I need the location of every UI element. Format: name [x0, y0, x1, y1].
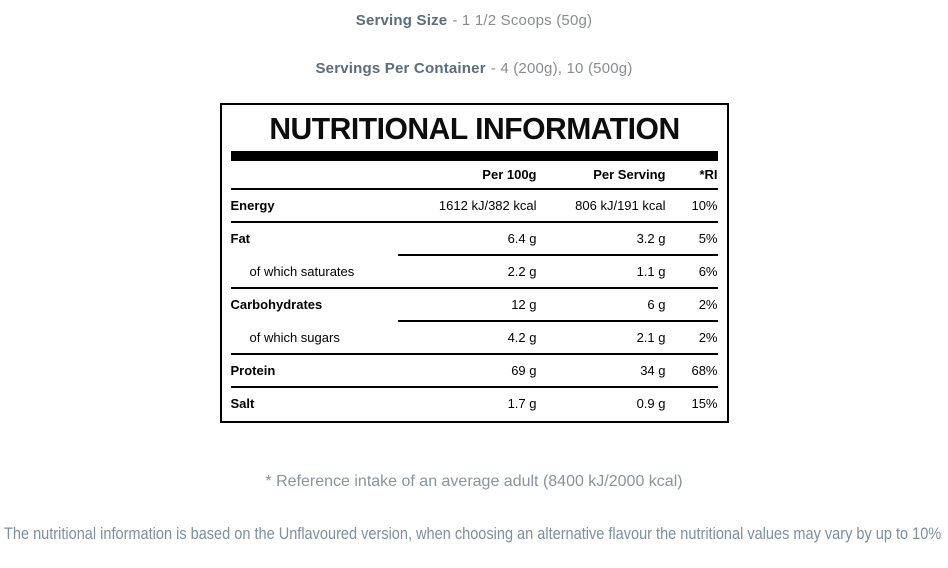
table-row-energy: Energy 1612 kJ/382 kcal 806 kJ/191 kcal … — [231, 190, 718, 221]
value-per-serving: 6 g — [647, 297, 666, 312]
value-ri: 15% — [691, 396, 718, 411]
row-divider-full — [230, 221, 718, 223]
value-ri: 68% — [691, 363, 718, 378]
table-row-salt: Salt 1.7 g 0.9 g 15% — [231, 388, 718, 419]
page: Serving Size - 1 1/2 Scoops (50g) Serving… — [0, 0, 948, 543]
row-label: Carbohydrates — [230, 297, 323, 312]
nutrition-table: Per 100g Per Serving *RI Energy 1612 kJ/… — [230, 161, 718, 419]
value-per-serving: 0.9 g — [636, 396, 666, 411]
row-divider-full — [230, 386, 718, 388]
row-divider-full — [230, 287, 718, 289]
table-row-protein: Protein 69 g 34 g 68% — [231, 355, 718, 386]
row-label: Fat — [230, 231, 251, 246]
title-underline-bar — [230, 151, 718, 161]
value-per-100g: 12 g — [511, 297, 537, 312]
table-row-carbohydrates: Carbohydrates 12 g 6 g 2% — [231, 289, 718, 320]
row-divider-full — [230, 353, 718, 355]
value-ri: 2% — [698, 297, 718, 312]
nutrition-panel: NUTRITIONAL INFORMATION Per 100g Per Ser… — [219, 103, 729, 423]
value-per-100g: 1.7 g — [507, 396, 537, 411]
table-header-row: Per 100g Per Serving *RI — [231, 161, 718, 188]
value-per-serving: 3.2 g — [636, 231, 666, 246]
value-per-serving: 806 kJ/191 kcal — [575, 198, 666, 213]
value-per-serving: 2.1 g — [636, 330, 666, 345]
value-ri: 6% — [698, 264, 718, 279]
value-per-100g: 6.4 g — [507, 231, 537, 246]
row-divider-partial — [397, 254, 718, 256]
value-ri: 2% — [698, 330, 718, 345]
row-label: Energy — [230, 198, 275, 213]
row-label: of which saturates — [249, 264, 355, 279]
col-header-ri: *RI — [699, 167, 718, 182]
value-per-100g: 4.2 g — [507, 330, 537, 345]
value-ri: 5% — [698, 231, 718, 246]
row-label: of which sugars — [249, 330, 340, 345]
flavour-variation-note: The nutritional information is based on … — [4, 524, 942, 543]
table-row-fat: Fat 6.4 g 3.2 g 5% — [231, 223, 718, 254]
value-per-serving: 34 g — [640, 363, 666, 378]
row-label: Protein — [230, 363, 276, 378]
servings-per-container-line: Servings Per Container - 4 (200g), 10 (50… — [0, 60, 948, 77]
servings-per-container-label: Servings Per Container — [315, 60, 486, 77]
table-row-saturates: of which saturates 2.2 g 1.1 g 6% — [231, 256, 718, 287]
row-divider-partial — [397, 320, 718, 322]
row-divider-full — [230, 188, 718, 190]
nutrition-panel-title: NUTRITIONAL INFORMATION — [268, 111, 680, 146]
serving-size-label: Serving Size — [355, 12, 448, 29]
col-header-per-100g: Per 100g — [482, 167, 537, 182]
value-per-100g: 69 g — [511, 363, 537, 378]
value-per-100g: 2.2 g — [507, 264, 537, 279]
serving-size-value: - 1 1/2 Scoops (50g) — [452, 12, 593, 29]
serving-size-line: Serving Size - 1 1/2 Scoops (50g) — [0, 0, 948, 29]
value-ri: 10% — [691, 198, 718, 213]
value-per-100g: 1612 kJ/382 kcal — [438, 198, 537, 213]
reference-intake-note: * Reference intake of an average adult (… — [265, 473, 683, 490]
value-per-serving: 1.1 g — [636, 264, 666, 279]
table-row-sugars: of which sugars 4.2 g 2.1 g 2% — [231, 322, 718, 353]
col-header-per-serving: Per Serving — [593, 167, 666, 182]
row-label: Salt — [230, 396, 255, 411]
servings-per-container-value: - 4 (200g), 10 (500g) — [490, 60, 633, 77]
